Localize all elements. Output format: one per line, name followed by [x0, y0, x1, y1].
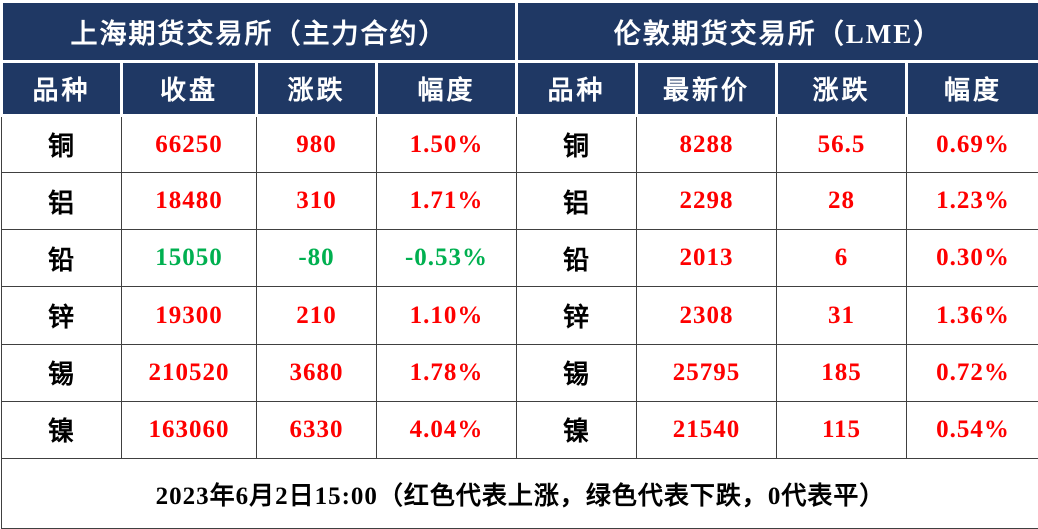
lme-metal-name-cell: 锌 [516, 286, 637, 345]
shfe-close-cell: 15050 [121, 229, 257, 288]
table-body: 铜 66250 980 1.50% 铜 8288 56.5 0.69% 铝 18… [1, 114, 1038, 460]
table-row-tin: 锡 210520 3680 1.78% 锡 25795 185 0.72% [1, 343, 1038, 402]
timestamp-legend-note: 2023年6月2日15:00（红色代表上涨，绿色代表下跌，0代表平） [0, 458, 1038, 529]
shfe-change-cell: -80 [256, 229, 377, 288]
shfe-change-cell: 3680 [256, 343, 377, 402]
lme-last-cell: 21540 [636, 400, 777, 460]
column-header-row: 品种 收盘 涨跌 幅度 品种 最新价 涨跌 幅度 [0, 60, 1038, 117]
shfe-metal-name-cell: 锌 [1, 286, 122, 345]
shfe-close-cell: 163060 [121, 400, 257, 460]
table-row-lead: 铅 15050 -80 -0.53% 铅 2013 6 0.30% [1, 229, 1038, 288]
col-header-shfe-variety: 品种 [0, 60, 123, 117]
shfe-exchange-title: 上海期货交易所（主力合约） [0, 0, 518, 63]
lme-metal-name-cell: 锡 [516, 343, 637, 402]
table-row-nickel: 镍 163060 6330 4.04% 镍 21540 115 0.54% [1, 400, 1038, 460]
shfe-close-cell: 19300 [121, 286, 257, 345]
shfe-close-cell: 210520 [121, 343, 257, 402]
lme-change-cell: 28 [776, 172, 907, 231]
lme-change-cell: 6 [776, 229, 907, 288]
table-header: 上海期货交易所（主力合约） 伦敦期货交易所（LME） 品种 收盘 涨跌 幅度 品… [0, 0, 1038, 117]
lme-change-cell: 185 [776, 343, 907, 402]
table-row-copper: 铜 66250 980 1.50% 铜 8288 56.5 0.69% [1, 114, 1038, 174]
lme-pct-cell: 1.36% [905, 286, 1038, 345]
shfe-change-cell: 210 [256, 286, 377, 345]
lme-pct-cell: 1.23% [905, 172, 1038, 231]
shfe-pct-cell: -0.53% [376, 229, 517, 288]
col-header-lme-variety: 品种 [515, 60, 638, 117]
lme-metal-name-cell: 铝 [516, 172, 637, 231]
col-header-shfe-close: 收盘 [120, 60, 258, 117]
shfe-metal-name-cell: 镍 [1, 400, 122, 460]
shfe-pct-cell: 1.78% [376, 343, 517, 402]
lme-pct-cell: 0.30% [905, 229, 1038, 288]
lme-change-cell: 31 [776, 286, 907, 345]
lme-last-cell: 2308 [636, 286, 777, 345]
col-header-shfe-change: 涨跌 [255, 60, 378, 117]
footer-row: 2023年6月2日15:00（红色代表上涨，绿色代表下跌，0代表平） [0, 458, 1038, 529]
lme-pct-cell: 0.72% [905, 343, 1038, 402]
table-row-zinc: 锌 19300 210 1.10% 锌 2308 31 1.36% [1, 286, 1038, 345]
col-header-lme-change: 涨跌 [775, 60, 908, 117]
shfe-change-cell: 6330 [256, 400, 377, 460]
lme-metal-name-cell: 铜 [516, 114, 637, 174]
lme-last-cell: 2013 [636, 229, 777, 288]
lme-metal-name-cell: 镍 [516, 400, 637, 460]
shfe-pct-cell: 1.50% [376, 114, 517, 174]
lme-exchange-title: 伦敦期货交易所（LME） [514, 0, 1038, 63]
lme-last-cell: 2298 [636, 172, 777, 231]
table-row-aluminum: 铝 18480 310 1.71% 铝 2298 28 1.23% [1, 172, 1038, 231]
lme-metal-name-cell: 铅 [516, 229, 637, 288]
shfe-close-cell: 18480 [121, 172, 257, 231]
shfe-close-cell: 66250 [121, 114, 257, 174]
shfe-change-cell: 980 [256, 114, 377, 174]
table-footer: 2023年6月2日15:00（红色代表上涨，绿色代表下跌，0代表平） [0, 458, 1038, 529]
shfe-pct-cell: 1.71% [376, 172, 517, 231]
shfe-metal-name-cell: 铜 [1, 114, 122, 174]
lme-last-cell: 8288 [636, 114, 777, 174]
lme-pct-cell: 0.54% [905, 400, 1038, 460]
lme-last-cell: 25795 [636, 343, 777, 402]
shfe-metal-name-cell: 铅 [1, 229, 122, 288]
shfe-pct-cell: 1.10% [376, 286, 517, 345]
shfe-change-cell: 310 [256, 172, 377, 231]
shfe-metal-name-cell: 铝 [1, 172, 122, 231]
col-header-shfe-pct: 幅度 [375, 60, 518, 117]
col-header-lme-pct: 幅度 [904, 60, 1038, 117]
col-header-lme-last: 最新价 [635, 60, 778, 117]
shfe-metal-name-cell: 锡 [1, 343, 122, 402]
exchange-title-row: 上海期货交易所（主力合约） 伦敦期货交易所（LME） [0, 0, 1038, 63]
shfe-pct-cell: 4.04% [376, 400, 517, 460]
lme-pct-cell: 0.69% [905, 114, 1038, 174]
lme-change-cell: 115 [776, 400, 907, 460]
lme-change-cell: 56.5 [776, 114, 907, 174]
